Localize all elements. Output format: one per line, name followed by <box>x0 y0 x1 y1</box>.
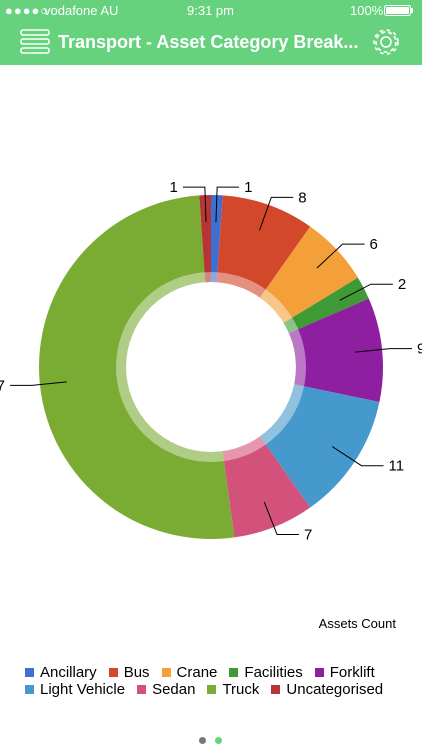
legend-item[interactable]: Truck <box>207 681 259 698</box>
leader-line <box>331 446 384 467</box>
legend-swatch <box>161 668 171 677</box>
legend-swatch <box>108 668 118 677</box>
data-label: 11 <box>389 458 405 475</box>
legend-item[interactable]: Bus <box>108 664 150 681</box>
leader-line <box>263 501 300 535</box>
settings-button[interactable] <box>370 26 402 58</box>
data-label: 47 <box>0 377 5 394</box>
leader-line <box>339 283 393 301</box>
leader-line <box>215 186 240 223</box>
legend-item[interactable]: Crane <box>161 664 218 681</box>
data-label: 2 <box>398 276 406 293</box>
signal: ●●●●○ <box>5 3 50 18</box>
legend-swatch <box>207 685 217 694</box>
leader-line <box>182 186 207 223</box>
legend-item[interactable]: Forklift <box>314 664 375 681</box>
legend-label: Sedan <box>152 681 196 698</box>
page-dot-active <box>215 737 222 744</box>
legend-item[interactable]: Facilities <box>229 664 303 681</box>
status-bar: ●●●●○ vodafone AU 9:31 pm 100% <box>0 0 422 20</box>
legend-label: Forklift <box>329 664 375 681</box>
legend-item[interactable]: Sedan <box>137 681 195 698</box>
data-label: 1 <box>170 179 178 196</box>
legend-label: Light Vehicle <box>40 681 126 698</box>
legend: Ancillary Bus Crane Facilities Forklift Light… <box>25 664 405 698</box>
leader-line <box>259 196 294 231</box>
donut-chart: 1 8 6 2 9 11 7 47 1 <box>0 179 422 543</box>
hole <box>126 282 296 452</box>
legend-label: Uncategorised <box>286 681 384 698</box>
legend-label: Ancillary <box>40 664 97 681</box>
leader-line <box>9 381 67 386</box>
screen-title: Transport - Asset Category Break... <box>58 32 359 52</box>
time: 9:31 pm <box>187 3 234 18</box>
legend-swatch <box>229 668 239 677</box>
legend-swatch <box>271 685 281 694</box>
data-label: 6 <box>370 236 378 253</box>
battery-text: 100% <box>350 3 384 18</box>
legend-label: Facilities <box>244 664 303 681</box>
legend-swatch <box>314 668 324 677</box>
legend-swatch <box>137 685 147 694</box>
app-bar: Transport - Asset Category Break... <box>0 20 422 65</box>
menu-button[interactable] <box>20 28 50 56</box>
legend-swatch <box>25 668 34 677</box>
legend-item[interactable]: Ancillary <box>25 664 97 681</box>
data-label: 8 <box>298 189 306 206</box>
page-dot <box>199 737 206 744</box>
legend-swatch <box>25 685 34 694</box>
inner-ring <box>116 272 306 462</box>
data-label: 7 <box>304 526 312 543</box>
carrier: vodafone AU <box>44 3 119 18</box>
data-label: 1 <box>244 179 252 196</box>
legend-label: Truck <box>222 681 260 698</box>
legend-label: Bus <box>123 664 150 681</box>
legend-item[interactable]: Light Vehicle <box>25 681 125 698</box>
leader-line <box>316 243 365 269</box>
chart-title: Assets Count <box>318 616 396 631</box>
slice <box>211 298 383 402</box>
legend-item[interactable]: Uncategorised <box>271 681 383 698</box>
leader-line <box>355 348 413 353</box>
data-label: 9 <box>417 341 422 358</box>
legend-label: Crane <box>176 664 218 681</box>
battery-icon <box>384 5 413 16</box>
